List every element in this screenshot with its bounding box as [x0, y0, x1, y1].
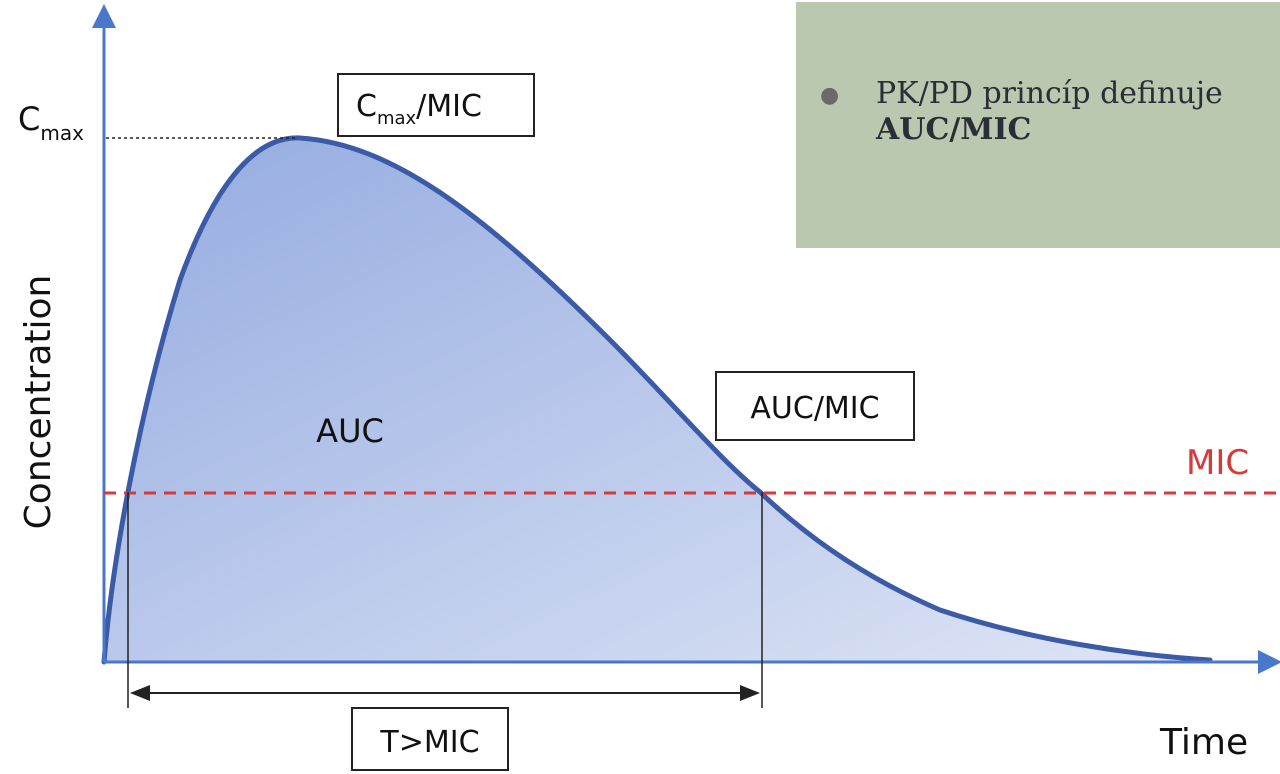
callout-bullet-row: ● PK/PD princíp definuje [820, 76, 1223, 114]
callout-bold-text: AUC/MIC [876, 112, 1032, 147]
callout-panel: ● PK/PD princíp definuje AUC/MIC [796, 2, 1280, 248]
t-mic-arrow-right [740, 685, 760, 701]
concentration-curve [101, 135, 1213, 665]
cmax-tick-label: Cmax [18, 100, 84, 145]
bullet-dot-icon: ● [820, 83, 840, 108]
t-mic-box [351, 707, 509, 771]
x-axis-title: Time [1159, 722, 1248, 763]
cmax-mic-label: Cmax/MIC [356, 89, 482, 129]
t-mic-arrow-left [130, 685, 150, 701]
auc-mic-box [715, 371, 915, 441]
cmax-mic-box [337, 73, 535, 137]
y-axis-title: Concentration [18, 275, 59, 530]
auc-mic-label: AUC/MIC [750, 391, 879, 426]
callout-text: PK/PD princíp definuje [876, 76, 1223, 111]
t-mic-label: T>MIC [379, 725, 479, 760]
auc-area-label: AUC [316, 412, 384, 450]
mic-threshold-label: MIC [1186, 443, 1249, 483]
auc-area [104, 137, 1210, 663]
